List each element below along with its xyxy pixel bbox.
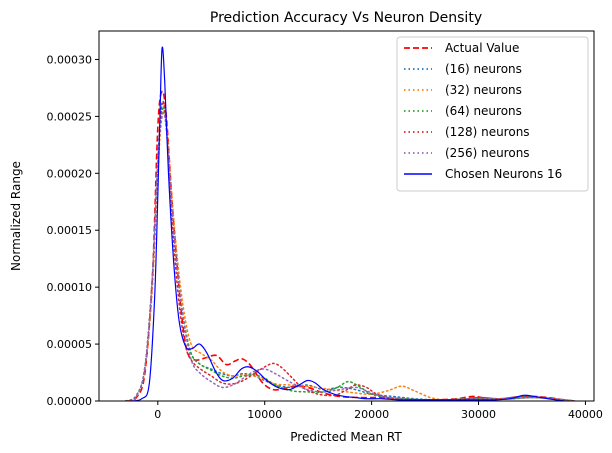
- legend-label: (256) neurons: [445, 146, 530, 160]
- x-tick-label: 10000: [247, 408, 282, 421]
- legend-frame: [396, 36, 589, 192]
- x-tick-label: 30000: [461, 408, 496, 421]
- legend-label: Chosen Neurons 16: [445, 167, 562, 181]
- x-tick-label: 40000: [568, 408, 603, 421]
- y-tick-label: 0.00010: [47, 281, 93, 294]
- series-line-1: [124, 102, 576, 401]
- legend-label: (128) neurons: [445, 125, 530, 139]
- y-tick-label: 0.00020: [47, 167, 93, 180]
- legend-label: (32) neurons: [445, 83, 522, 97]
- legend-label: Actual Value: [445, 41, 519, 55]
- legend: Actual Value (16) neurons (32) neurons (64)…: [396, 36, 589, 192]
- y-tick-label: 0.00000: [47, 395, 93, 408]
- series-layer: [124, 46, 576, 401]
- y-axis-label: Normalized Range: [9, 161, 23, 271]
- axes-frame: [98, 30, 595, 402]
- x-tick-label: 20000: [354, 408, 389, 421]
- legend-label: (16) neurons: [445, 62, 522, 76]
- y-axis: 0.00000 0.00005 0.00010 0.00015 0.00020 0.000…: [47, 53, 99, 408]
- y-tick-label: 0.00015: [47, 224, 93, 237]
- x-axis: 0 10000 20000 30000 40000: [154, 401, 603, 421]
- series-line-6: [130, 46, 565, 401]
- chart-title: Prediction Accuracy Vs Neuron Density: [210, 10, 482, 26]
- series-line-0: [125, 90, 575, 401]
- x-axis-label: Predicted Mean RT: [290, 430, 402, 444]
- y-tick-label: 0.00005: [47, 338, 93, 351]
- y-tick-label: 0.00030: [47, 53, 93, 66]
- legend-label: (64) neurons: [445, 104, 522, 118]
- y-tick-label: 0.00025: [47, 110, 93, 123]
- x-tick-label: 0: [154, 408, 161, 421]
